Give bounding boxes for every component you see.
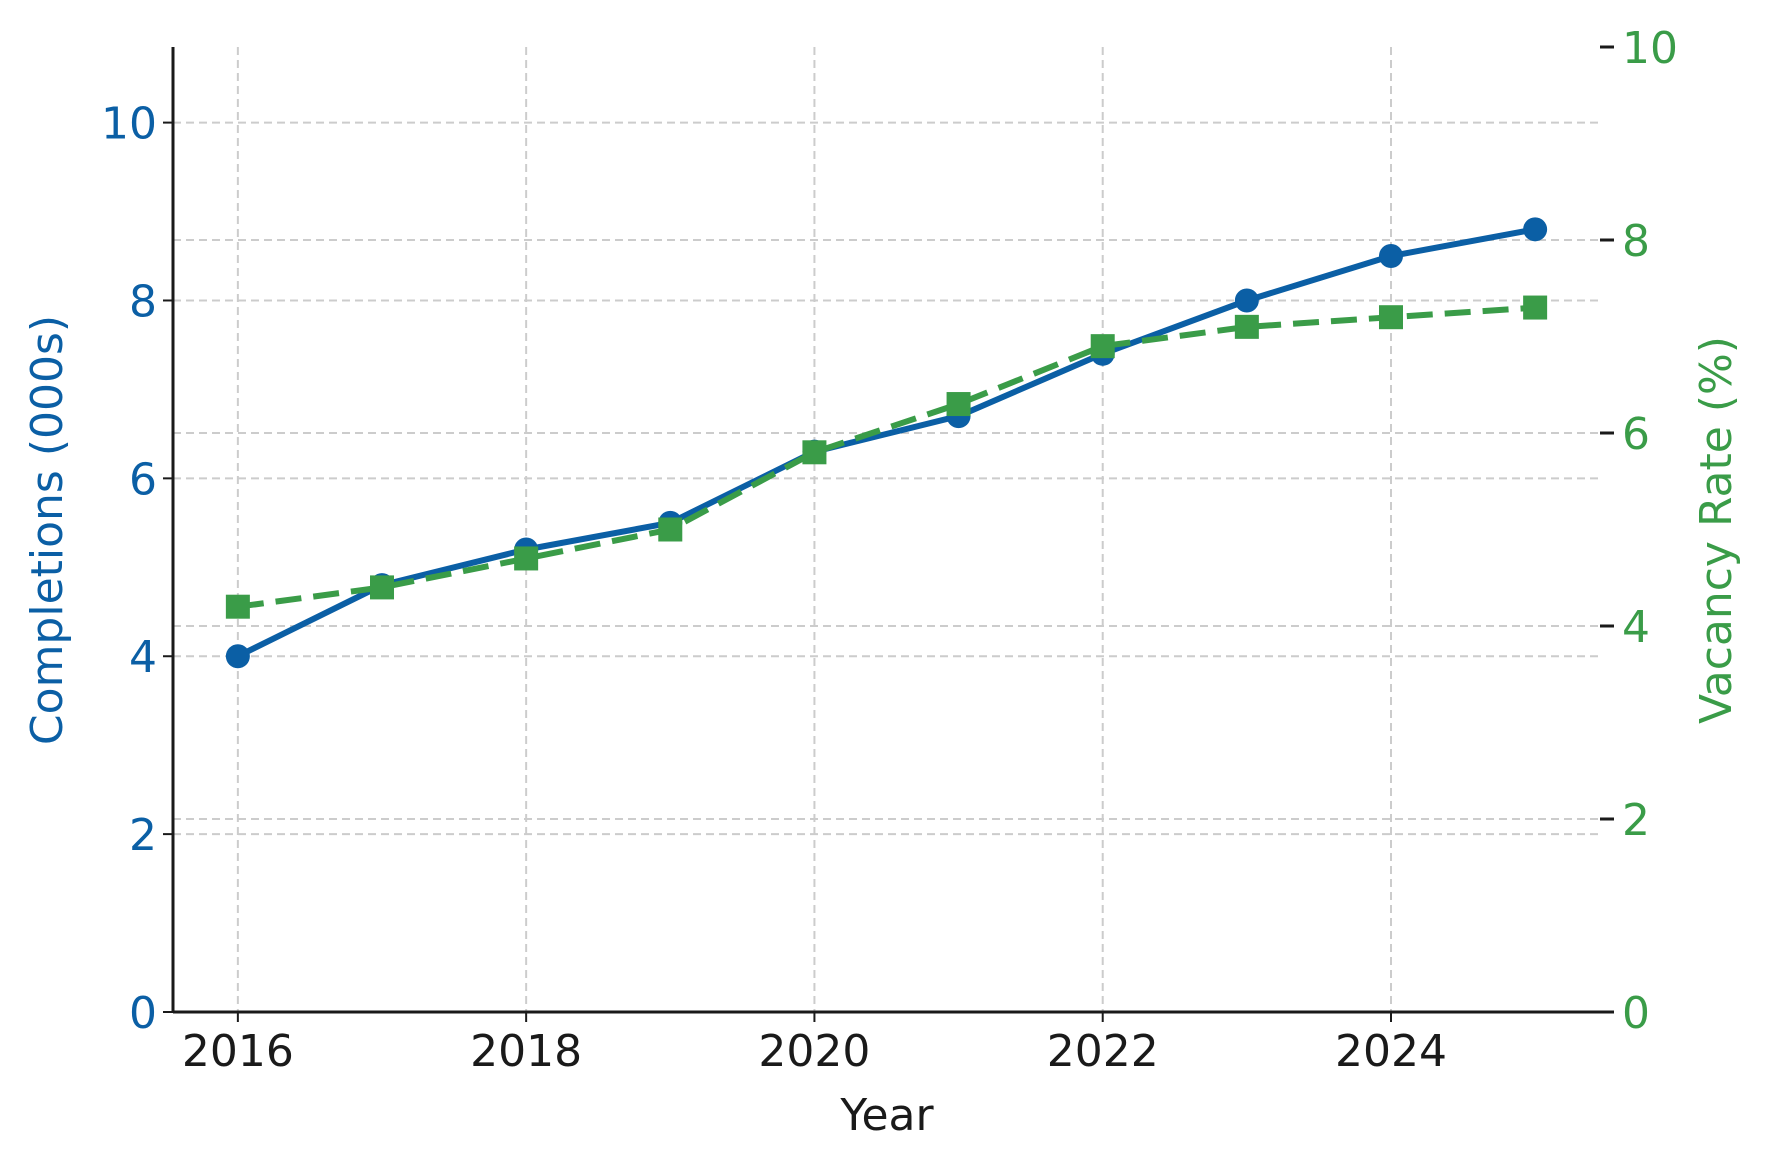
- series-2-point: [658, 517, 683, 542]
- x-axis-title: Year: [839, 1090, 934, 1141]
- y-left-tick-label: 8: [129, 276, 157, 327]
- y-left-tick-label: 0: [129, 988, 157, 1039]
- series-2-point: [1234, 314, 1259, 339]
- series-2-point: [370, 575, 395, 600]
- series-1-point: [1378, 244, 1403, 269]
- series-layer: [225, 217, 1548, 669]
- series-1: [225, 217, 1548, 669]
- x-tick-label: 2016: [182, 1026, 294, 1077]
- grid: [173, 47, 1600, 1012]
- y-left-tick-label: 2: [129, 810, 157, 861]
- y-left-tick-label: 6: [129, 454, 157, 505]
- y-left-tick-label: 4: [129, 632, 157, 683]
- series-2-point: [1378, 305, 1403, 330]
- y-left-tick-label: 10: [101, 99, 157, 150]
- tick-labels: 2016 2018 2020 2022 2024 0 2 4 6 8 10 0 2 4 6 8 10: [101, 23, 1678, 1077]
- axes: [163, 45, 1614, 1022]
- x-tick-label: 2020: [758, 1026, 870, 1077]
- y-right-axis-title: Vacancy Rate (%): [1691, 336, 1742, 724]
- y-right-tick-label: 0: [1622, 988, 1650, 1039]
- series-2-point: [514, 546, 539, 571]
- series-2-point: [225, 594, 250, 619]
- x-tick-label: 2022: [1047, 1026, 1159, 1077]
- y-left-axis-title: Completions (000s): [22, 315, 73, 745]
- series-1-point: [1234, 288, 1259, 313]
- y-right-tick-label: 10: [1622, 23, 1678, 74]
- series-2-point: [1090, 334, 1115, 359]
- y-right-tick-label: 6: [1622, 409, 1650, 460]
- series-1-point: [1523, 217, 1548, 242]
- series-2-line: [237, 304, 1536, 610]
- x-tick-label: 2018: [470, 1026, 582, 1077]
- y-right-tick-label: 2: [1622, 795, 1650, 846]
- y-right-tick-label: 8: [1622, 216, 1650, 267]
- series-2-point: [1523, 295, 1548, 320]
- series-1-line: [234, 226, 1539, 660]
- series-2-point: [946, 392, 971, 417]
- series-1-point: [225, 644, 250, 669]
- y-right-tick-label: 4: [1622, 602, 1650, 653]
- series-2: [225, 295, 1548, 619]
- x-tick-label: 2024: [1335, 1026, 1447, 1077]
- series-2-point: [802, 440, 827, 465]
